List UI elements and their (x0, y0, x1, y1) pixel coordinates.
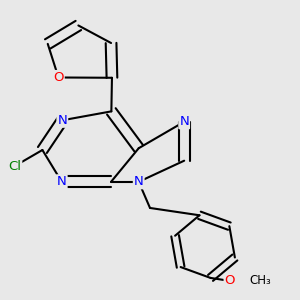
Text: Cl: Cl (8, 160, 21, 172)
Text: CH₃: CH₃ (249, 274, 271, 287)
Text: O: O (225, 274, 235, 287)
Text: N: N (57, 114, 67, 127)
Text: N: N (134, 175, 144, 188)
Text: N: N (57, 175, 67, 188)
Text: N: N (179, 115, 189, 128)
Text: O: O (53, 71, 64, 84)
